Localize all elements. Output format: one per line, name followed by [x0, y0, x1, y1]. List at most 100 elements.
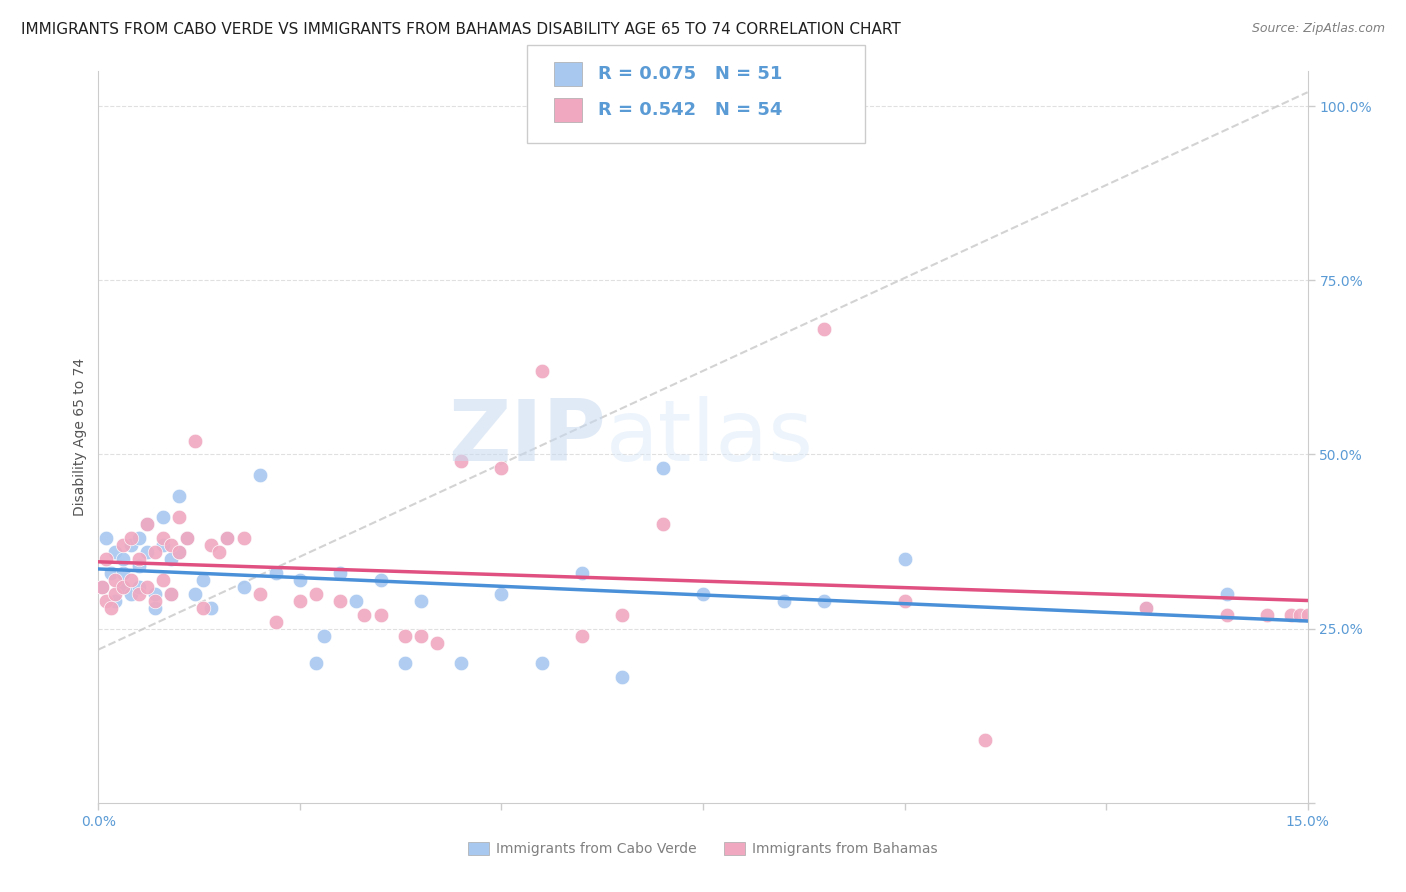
- Point: [305, 587, 328, 601]
- Point: [651, 517, 673, 532]
- Point: [329, 566, 352, 580]
- Point: [120, 587, 142, 601]
- Point: [176, 531, 198, 545]
- Point: [200, 538, 222, 552]
- Point: [264, 615, 287, 629]
- Point: [143, 545, 166, 559]
- Point: [128, 558, 150, 573]
- Text: ZIP: ZIP: [449, 395, 606, 479]
- Point: [208, 545, 231, 559]
- Point: [1135, 600, 1157, 615]
- Point: [893, 594, 915, 608]
- Point: [167, 489, 190, 503]
- Point: [167, 545, 190, 559]
- Point: [143, 600, 166, 615]
- Point: [491, 587, 513, 601]
- Point: [111, 580, 134, 594]
- Point: [426, 635, 449, 649]
- Point: [353, 607, 375, 622]
- Point: [249, 468, 271, 483]
- Point: [193, 573, 215, 587]
- Point: [176, 531, 198, 545]
- Point: [409, 594, 432, 608]
- Point: [813, 594, 835, 608]
- Point: [167, 510, 190, 524]
- Point: [128, 531, 150, 545]
- Point: [264, 566, 287, 580]
- Point: [344, 594, 367, 608]
- Point: [152, 573, 174, 587]
- Point: [893, 552, 915, 566]
- Point: [120, 538, 142, 552]
- Point: [111, 566, 134, 580]
- Point: [135, 545, 157, 559]
- Point: [612, 670, 634, 684]
- Point: [491, 461, 513, 475]
- Point: [612, 607, 634, 622]
- Point: [232, 580, 254, 594]
- Point: [314, 629, 336, 643]
- Point: [103, 573, 125, 587]
- Point: [120, 573, 142, 587]
- Point: [772, 594, 794, 608]
- Point: [143, 594, 166, 608]
- Point: [530, 364, 553, 378]
- Point: [394, 657, 416, 671]
- Point: [100, 566, 122, 580]
- Point: [143, 587, 166, 601]
- Point: [200, 600, 222, 615]
- Point: [167, 545, 190, 559]
- Text: atlas: atlas: [606, 395, 814, 479]
- Point: [1135, 600, 1157, 615]
- Point: [288, 594, 311, 608]
- Point: [651, 461, 673, 475]
- Point: [288, 573, 311, 587]
- Text: IMMIGRANTS FROM CABO VERDE VS IMMIGRANTS FROM BAHAMAS DISABILITY AGE 65 TO 74 CO: IMMIGRANTS FROM CABO VERDE VS IMMIGRANTS…: [21, 22, 901, 37]
- Point: [103, 587, 125, 601]
- Point: [571, 629, 593, 643]
- Point: [184, 434, 207, 448]
- Point: [1256, 607, 1278, 622]
- Point: [152, 538, 174, 552]
- Point: [370, 607, 392, 622]
- Point: [160, 538, 183, 552]
- Point: [530, 657, 553, 671]
- Point: [100, 600, 122, 615]
- Point: [160, 587, 183, 601]
- Point: [571, 566, 593, 580]
- Point: [217, 531, 239, 545]
- Point: [1216, 607, 1239, 622]
- Point: [329, 594, 352, 608]
- Point: [128, 587, 150, 601]
- Point: [1281, 607, 1303, 622]
- Point: [111, 552, 134, 566]
- Text: R = 0.542   N = 54: R = 0.542 N = 54: [598, 101, 782, 119]
- Point: [1296, 607, 1319, 622]
- Point: [232, 531, 254, 545]
- Point: [160, 587, 183, 601]
- Point: [135, 580, 157, 594]
- Point: [91, 580, 114, 594]
- Point: [450, 657, 472, 671]
- Point: [450, 454, 472, 468]
- Point: [370, 573, 392, 587]
- Point: [128, 580, 150, 594]
- Point: [96, 531, 118, 545]
- Point: [152, 510, 174, 524]
- Point: [160, 552, 183, 566]
- Point: [152, 531, 174, 545]
- Point: [184, 587, 207, 601]
- Point: [1288, 607, 1310, 622]
- Y-axis label: Disability Age 65 to 74: Disability Age 65 to 74: [73, 358, 87, 516]
- Point: [135, 517, 157, 532]
- Text: Source: ZipAtlas.com: Source: ZipAtlas.com: [1251, 22, 1385, 36]
- Point: [813, 322, 835, 336]
- Point: [305, 657, 328, 671]
- Text: R = 0.075   N = 51: R = 0.075 N = 51: [598, 65, 782, 83]
- Point: [128, 552, 150, 566]
- Point: [120, 531, 142, 545]
- Point: [111, 580, 134, 594]
- Point: [249, 587, 271, 601]
- Point: [394, 629, 416, 643]
- Point: [409, 629, 432, 643]
